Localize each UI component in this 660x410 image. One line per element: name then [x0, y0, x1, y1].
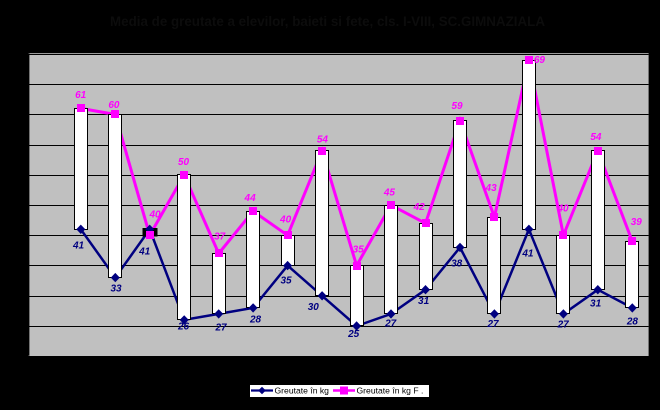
svg-text:61: 61 — [75, 90, 87, 101]
svg-text:31: 31 — [590, 299, 602, 310]
svg-text:54: 54 — [317, 135, 329, 146]
svg-text:41: 41 — [72, 241, 85, 252]
svg-text:Greutate în kg F .: Greutate în kg F . — [357, 386, 424, 396]
svg-text:59: 59 — [451, 101, 463, 112]
svg-text:40: 40 — [556, 203, 569, 214]
svg-text:43: 43 — [485, 183, 498, 194]
svg-text:27: 27 — [557, 320, 570, 331]
svg-text:27: 27 — [486, 319, 499, 330]
svg-text:27: 27 — [384, 319, 397, 330]
svg-text:45: 45 — [383, 187, 396, 198]
svg-text:30: 30 — [308, 302, 320, 313]
svg-text:41: 41 — [138, 246, 151, 257]
svg-text:44: 44 — [244, 193, 257, 204]
svg-text:41: 41 — [521, 248, 534, 259]
svg-text:38: 38 — [451, 259, 463, 270]
svg-text:54: 54 — [590, 132, 602, 143]
svg-text:26: 26 — [177, 322, 190, 333]
svg-text:33: 33 — [110, 284, 122, 295]
svg-text:35: 35 — [353, 245, 365, 256]
svg-text:40: 40 — [148, 209, 161, 220]
svg-text:25: 25 — [347, 329, 360, 340]
svg-text:Greutate în kg: Greutate în kg — [275, 386, 330, 396]
svg-text:37: 37 — [214, 232, 226, 243]
svg-text:35: 35 — [280, 276, 292, 287]
svg-text:60: 60 — [108, 100, 120, 111]
svg-text:27: 27 — [214, 323, 227, 334]
svg-text:Media de greutate a elevilor,: Media de greutate a elevilor, baieti si … — [110, 13, 545, 29]
svg-text:50: 50 — [178, 157, 190, 168]
svg-text:69: 69 — [534, 55, 546, 66]
svg-text:31: 31 — [418, 296, 430, 307]
svg-text:28: 28 — [626, 316, 639, 327]
svg-text:40: 40 — [279, 215, 292, 226]
svg-text:28: 28 — [249, 315, 262, 326]
svg-text:42: 42 — [413, 202, 426, 213]
svg-text:39: 39 — [631, 217, 643, 228]
